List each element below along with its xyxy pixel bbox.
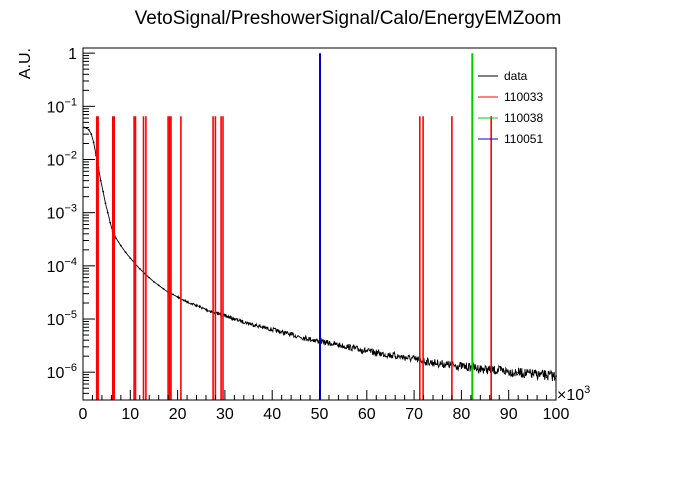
y-tick-base: 10 xyxy=(47,312,65,329)
data-point xyxy=(205,308,207,311)
axes-group: 0 10 20 30 40 50 60 70 80 90 10010−610−510−410−310… xyxy=(47,46,570,423)
data-point xyxy=(446,363,449,366)
data-point xyxy=(233,318,236,320)
data-point xyxy=(361,349,363,351)
x-tick-label: 30 xyxy=(216,406,234,423)
y-tick-base: 10 xyxy=(47,365,65,382)
data-point xyxy=(195,304,198,307)
y-tick-label: 10−1 xyxy=(47,96,77,116)
data-point xyxy=(119,244,122,247)
data-point xyxy=(474,367,477,369)
data-point xyxy=(186,301,189,303)
data-point xyxy=(375,352,378,354)
x-tick-label: 50 xyxy=(311,406,329,423)
data-point xyxy=(347,345,349,348)
data-point xyxy=(488,369,491,371)
data-point xyxy=(88,129,90,131)
y-tick-label: 10−4 xyxy=(47,256,77,276)
y-tick-exponent: −4 xyxy=(64,256,77,268)
y-tick-exponent: −2 xyxy=(64,150,77,162)
legend-label: 110051 xyxy=(504,132,543,146)
y-tick-label: 10−3 xyxy=(47,203,77,223)
data-point xyxy=(224,314,226,317)
spike-series-group xyxy=(95,53,493,400)
y-tick-exponent: −3 xyxy=(64,203,77,215)
data-point xyxy=(138,267,141,270)
data-point xyxy=(124,251,127,254)
legend: data 110033 110038 110051 xyxy=(478,69,543,146)
data-point xyxy=(109,221,112,224)
data-point xyxy=(148,276,151,279)
data-point xyxy=(90,133,93,136)
x-tick-label: 20 xyxy=(169,406,187,423)
legend-label: data xyxy=(504,69,528,83)
data-point xyxy=(389,354,392,356)
data-point xyxy=(290,333,292,336)
y-tick-label: 10−2 xyxy=(47,150,77,170)
data-point xyxy=(104,202,107,205)
y-tick-base: 10 xyxy=(47,99,65,116)
x-multiplier-exponent: 3 xyxy=(584,384,590,396)
y-tick-label: 10−5 xyxy=(47,309,77,329)
data-point xyxy=(92,141,95,144)
data-point xyxy=(332,343,335,345)
data-point xyxy=(153,281,155,283)
x-tick-label: 70 xyxy=(405,406,423,423)
data-point xyxy=(503,370,505,372)
x-tick-label: 60 xyxy=(358,406,376,423)
legend-label: 110033 xyxy=(504,90,543,104)
data-point xyxy=(247,322,250,325)
data-point xyxy=(162,287,165,290)
data-point xyxy=(176,296,179,298)
data-point xyxy=(157,284,160,287)
y-tick-base: 10 xyxy=(47,153,65,170)
data-point xyxy=(531,373,534,375)
x-multiplier-label: ×103 xyxy=(557,384,590,404)
data-point xyxy=(276,329,278,332)
x-tick-label: 10 xyxy=(121,406,139,423)
y-tick-exponent: −1 xyxy=(64,96,77,108)
chart-title: VetoSignal/PreshowerSignal/Calo/EnergyEM… xyxy=(135,8,562,29)
data-point xyxy=(102,190,104,193)
x-tick-label: 80 xyxy=(453,406,471,423)
y-tick-label: 1 xyxy=(68,46,77,63)
y-tick-base: 10 xyxy=(47,259,65,276)
x-tick-label: 100 xyxy=(543,406,570,423)
data-point xyxy=(517,371,520,374)
x-tick-label: 0 xyxy=(79,406,88,423)
data-point xyxy=(460,365,463,367)
x-tick-label: 90 xyxy=(500,406,518,423)
legend-label: 110038 xyxy=(504,111,543,125)
x-tick-label: 40 xyxy=(263,406,281,423)
data-point xyxy=(99,179,102,182)
data-point xyxy=(115,237,117,240)
data-point xyxy=(545,374,548,377)
data-point xyxy=(304,337,307,339)
data-point xyxy=(106,211,109,214)
y-tick-exponent: −6 xyxy=(64,362,77,374)
y-tick-exponent: −5 xyxy=(64,309,77,321)
y-tick-label: 10−6 xyxy=(47,362,77,382)
data-point xyxy=(432,361,434,364)
data-point xyxy=(129,257,132,259)
x-multiplier-base: ×10 xyxy=(557,387,584,404)
data-point xyxy=(172,293,174,296)
data-point xyxy=(403,356,406,359)
data-point xyxy=(261,326,264,329)
y-axis-label: A.U. xyxy=(17,48,34,79)
y-tick-base: 10 xyxy=(47,206,65,223)
